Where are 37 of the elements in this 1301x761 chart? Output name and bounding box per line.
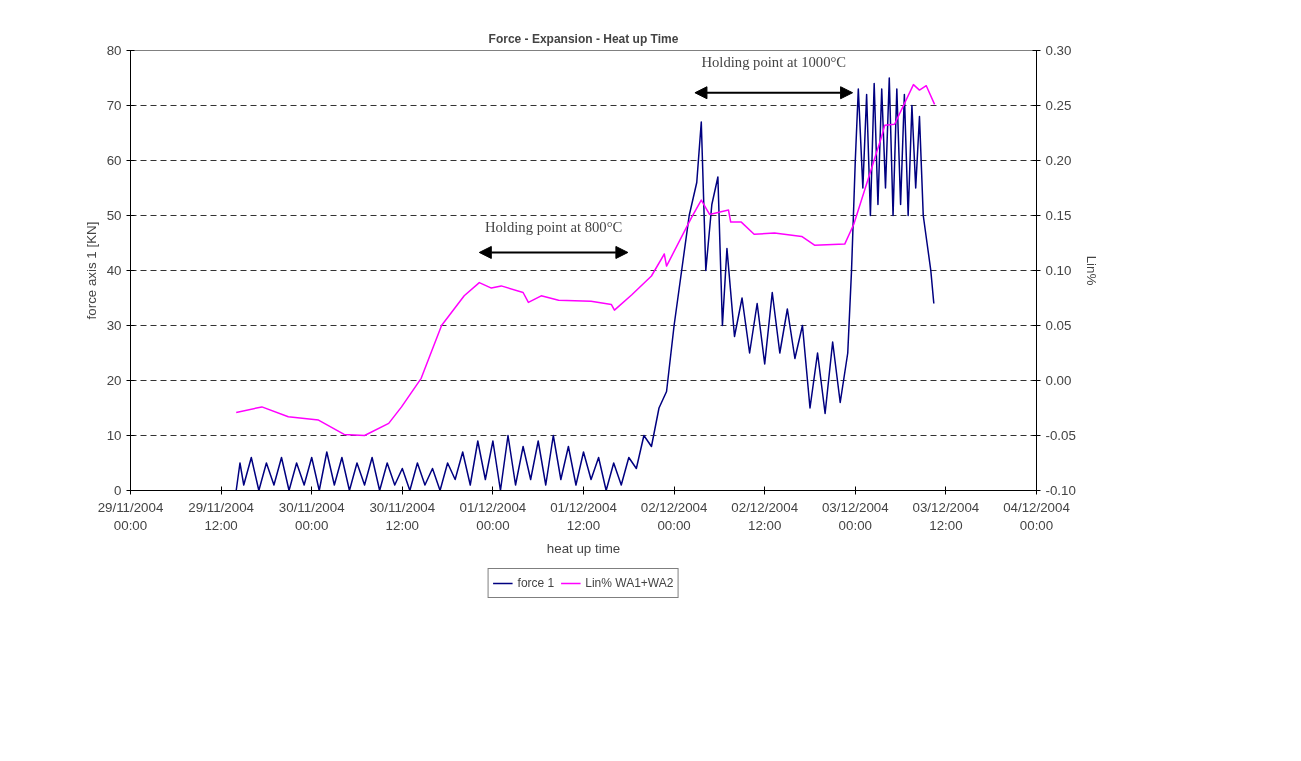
- x-tick-label: 03/12/2004 00:00: [821, 499, 890, 533]
- x-tick-label: 02/12/2004 12:00: [731, 499, 799, 533]
- y-tick-label: 30: [106, 318, 122, 333]
- x-tick-label: 04/12/2004 00:00: [1003, 499, 1071, 533]
- legend-label: Lin% WA1+WA2: [585, 576, 674, 590]
- y2-tick-label: 0.05: [1045, 318, 1072, 333]
- y-tick-label: 40: [106, 263, 122, 278]
- legend-label: force 1: [517, 576, 555, 590]
- y2-axis-title: Lin%: [1083, 255, 1099, 286]
- x-axis-title: heat up time: [546, 540, 621, 556]
- y2-tick-label: 0.15: [1045, 208, 1072, 223]
- y-tick-label: 0: [114, 483, 122, 498]
- y-tick-label: 80: [106, 43, 122, 58]
- annotation: Holding point at 1000°C: [701, 53, 847, 70]
- y-tick-label: 20: [106, 373, 122, 388]
- y2-tick-label: 0.00: [1045, 373, 1072, 388]
- y2-tick-label: 0.30: [1045, 43, 1072, 58]
- x-tick-label: 01/12/2004 12:00: [550, 499, 618, 533]
- x-tick-label: 29/11/2004 00:00: [97, 499, 164, 533]
- y2-tick-label: 0.25: [1045, 98, 1072, 113]
- y-axis-title: force axis 1 [KN]: [83, 221, 99, 320]
- y2-tick-label: 0.10: [1045, 263, 1072, 278]
- y2-tick-label: -0.05: [1045, 428, 1076, 443]
- chart-title: Force - Expansion - Heat up Time: [488, 31, 679, 46]
- y2-tick-label: -0.10: [1045, 483, 1076, 498]
- y2-tick-label: 0.20: [1045, 153, 1072, 168]
- x-tick-label: 29/11/2004 12:00: [188, 499, 255, 533]
- x-tick-label: 03/12/2004 12:00: [912, 499, 980, 533]
- x-tick-label: 02/12/2004 00:00: [640, 499, 709, 533]
- x-tick-label: 30/11/2004 00:00: [278, 499, 346, 533]
- x-tick-label: 01/12/2004 00:00: [459, 499, 527, 533]
- annotation: Holding point at 800°C: [484, 218, 623, 235]
- y-tick-label: 10: [106, 428, 122, 443]
- y-tick-label: 50: [106, 208, 122, 223]
- y-tick-label: 70: [106, 98, 122, 113]
- y-tick-label: 60: [106, 153, 122, 168]
- x-tick-label: 30/11/2004 12:00: [369, 499, 436, 533]
